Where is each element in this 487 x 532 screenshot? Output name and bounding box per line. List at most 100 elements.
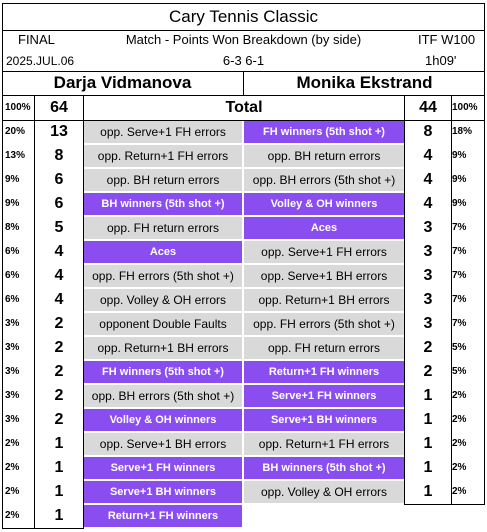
frame-line: [2, 3, 3, 71]
table-row: 8% 5 opp. FH return errors Aces 3 7%: [0, 216, 487, 240]
left-pct: 6%: [5, 246, 20, 257]
left-count: 13: [50, 123, 68, 140]
left-count: 2: [54, 411, 64, 428]
frame-line: [484, 3, 485, 71]
frame-line: [404, 504, 485, 505]
left-pct: 3%: [5, 390, 20, 401]
left-count: 2: [54, 387, 64, 404]
right-category: opp. Serve+1 FH errors: [244, 241, 404, 263]
table-row: 2% 1 Return+1 FH winners: [0, 504, 487, 528]
right-count: 4: [423, 195, 433, 212]
left-count: 4: [54, 243, 64, 260]
right-count: [405, 504, 451, 528]
right-pct: 9%: [452, 150, 467, 161]
right-count: 3: [423, 315, 433, 332]
left-category: opp. FH errors (5th shot +): [84, 265, 242, 287]
table-row: 3% 2 opp. Return+1 BH errors opp. FH return…: [0, 336, 487, 360]
table-row: 6% 4 opp. Volley & OH errors opp. Return+1 …: [0, 288, 487, 312]
player-left-name: Darja Vidmanova: [53, 73, 192, 92]
right-category: Serve+1 FH winners: [244, 385, 404, 407]
right-category: BH winners (5th shot +): [244, 457, 404, 479]
left-category: Return+1 FH winners: [84, 505, 242, 527]
left-count: 2: [54, 315, 64, 332]
left-category: Serve+1 BH winners: [84, 481, 242, 503]
table-row: 2% 1 opp. Serve+1 BH errors opp. Return+1 F…: [0, 432, 487, 456]
right-pct: 2%: [452, 414, 467, 425]
total-right-pct: 100%: [452, 102, 478, 113]
total-right-count: 44: [419, 99, 437, 116]
frame-line: [484, 71, 485, 505]
right-pct: 9%: [452, 198, 467, 209]
right-count: 2: [423, 363, 433, 380]
right-pct: 7%: [452, 270, 467, 281]
table-row: 20% 13 opp. Serve+1 FH errors FH winners (5…: [0, 120, 487, 144]
right-count: 4: [423, 171, 433, 188]
right-count: 1: [423, 435, 433, 452]
left-count: 1: [54, 483, 64, 500]
left-pct: 2%: [5, 486, 20, 497]
right-count: 8: [423, 123, 433, 140]
left-pct: 6%: [5, 270, 20, 281]
frame-line: [2, 120, 485, 121]
left-category: opp. BH return errors: [84, 169, 242, 191]
right-pct: [452, 504, 486, 528]
table-row: 2% 1 Serve+1 BH winners opp. Volley & OH er…: [0, 480, 487, 504]
left-count: 1: [54, 507, 64, 524]
left-count: 2: [54, 339, 64, 356]
right-category: opp. FH errors (5th shot +): [244, 313, 404, 335]
total-label: Total: [225, 99, 263, 116]
left-category: opp. Serve+1 FH errors: [84, 121, 242, 143]
left-category: opp. Return+1 BH errors: [84, 337, 242, 359]
left-count: 1: [54, 459, 64, 476]
left-count: 8: [54, 147, 64, 164]
left-count: 4: [54, 291, 64, 308]
right-category: Return+1 FH winners: [244, 361, 404, 383]
right-pct: 7%: [452, 222, 467, 233]
frame-line: [83, 96, 84, 529]
right-category: opp. Volley & OH errors: [244, 481, 404, 503]
left-count: 5: [54, 219, 64, 236]
right-pct: 7%: [452, 294, 467, 305]
tournament-title: Cary Tennis Classic: [169, 7, 318, 26]
player-right-name: Monika Ekstrand: [296, 73, 433, 92]
right-count: 1: [423, 387, 433, 404]
left-category: opp. Return+1 FH errors: [84, 145, 242, 167]
frame-line: [2, 95, 485, 96]
right-pct: 5%: [452, 342, 467, 353]
right-count: 1: [423, 411, 433, 428]
left-pct: 3%: [5, 318, 20, 329]
right-category: opp. Return+1 FH errors: [244, 433, 404, 455]
right-pct: 7%: [452, 318, 467, 329]
right-count: 1: [423, 483, 433, 500]
match-score: 6-3 6-1: [222, 53, 265, 68]
right-pct: 7%: [452, 246, 467, 257]
right-pct: 5%: [452, 366, 467, 377]
right-count: 3: [423, 267, 433, 284]
right-pct: 2%: [452, 462, 467, 473]
right-count: 1: [423, 459, 433, 476]
right-pct: 18%: [452, 126, 473, 137]
right-count: 2: [423, 339, 433, 356]
left-pct: 3%: [5, 342, 20, 353]
right-category: opp. BH errors (5th shot +): [244, 169, 404, 191]
frame-line: [451, 96, 452, 505]
match-date: 2025.JUL.06: [6, 54, 75, 68]
left-pct: 2%: [5, 510, 20, 521]
table-row: 9% 6 BH winners (5th shot +) Volley & OH wi…: [0, 192, 487, 216]
right-category: Serve+1 BH winners: [244, 409, 404, 431]
left-pct: 2%: [5, 462, 20, 473]
round-label: FINAL: [18, 32, 55, 47]
table-row: 13% 8 opp. Return+1 FH errors opp. BH retur…: [0, 144, 487, 168]
left-category: opp. BH errors (5th shot +): [84, 385, 242, 407]
chart-subtitle: Match - Points Won Breakdown (by side): [125, 32, 362, 47]
left-pct: 8%: [5, 222, 20, 233]
left-count: 6: [54, 171, 64, 188]
left-category: FH winners (5th shot +): [84, 361, 242, 383]
left-pct: 2%: [5, 438, 20, 449]
left-pct: 6%: [5, 294, 20, 305]
tournament-level: ITF W100: [418, 32, 476, 47]
right-count: 3: [423, 243, 433, 260]
table-row: 9% 6 opp. BH return errors opp. BH errors (…: [0, 168, 487, 192]
table-row: 6% 4 Aces opp. Serve+1 FH errors 3 7%: [0, 240, 487, 264]
frame-line: [2, 528, 84, 529]
